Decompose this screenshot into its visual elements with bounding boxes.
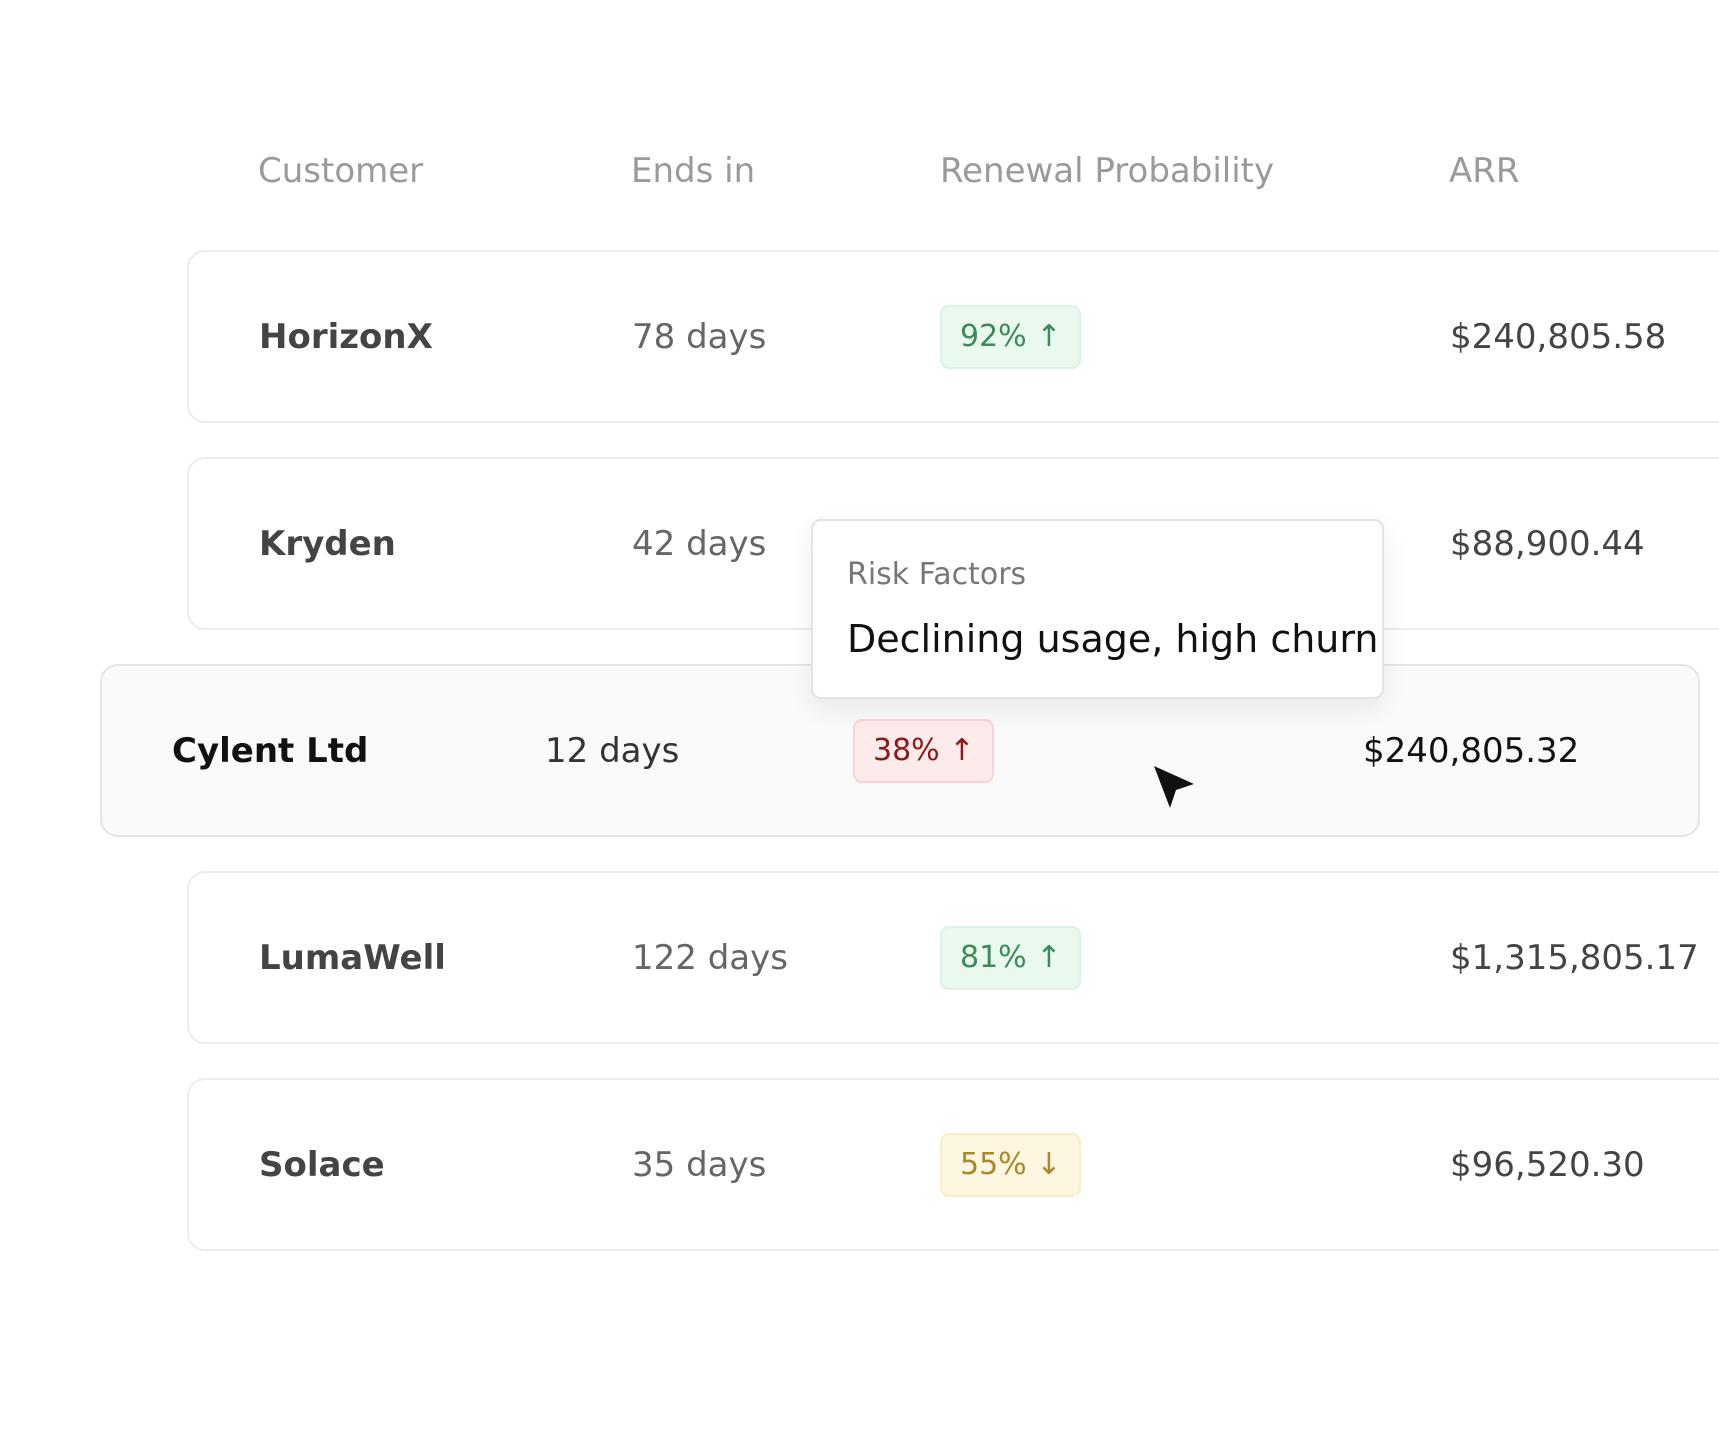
cell: 122 days <box>632 873 788 1042</box>
arr: $240,805.32 <box>1363 730 1580 771</box>
table-row[interactable]: Solace 35 days 55% ↓ $96,520.30 <box>187 1078 1719 1251</box>
arr: $240,805.58 <box>1450 316 1667 357</box>
cell: Kryden <box>259 459 396 628</box>
cell: HorizonX <box>259 252 433 421</box>
probability-badge: 81% ↑ <box>940 925 1082 990</box>
ends-in: 35 days <box>632 1144 767 1185</box>
column-header: ARR <box>1449 151 1520 191</box>
cell: $240,805.32 <box>1363 666 1579 835</box>
cell: $96,520.30 <box>1450 1080 1645 1249</box>
cell: Solace <box>259 1080 385 1249</box>
column-header: Customer <box>258 151 424 191</box>
cursor <box>1154 766 1194 808</box>
arr: $1,315,805.17 <box>1450 937 1699 978</box>
table-row[interactable]: LumaWell 122 days 81% ↑ $1,315,805.17 <box>187 871 1719 1044</box>
cell: 35 days <box>632 1080 766 1249</box>
cell: $88,900.44 <box>1450 459 1645 628</box>
probability-badge: 55% ↓ <box>940 1132 1082 1197</box>
tooltip-title: Risk Factors <box>847 557 1027 592</box>
tooltip-text: Declining usage, high churn <box>847 617 1379 661</box>
ends-in: 122 days <box>632 937 788 978</box>
probability-badge: 38% ↑ <box>853 718 995 783</box>
cell: 81% ↑ <box>940 873 1082 1042</box>
ends-in: 42 days <box>632 523 767 564</box>
customer-name: HorizonX <box>259 316 433 357</box>
cell: 78 days <box>632 252 766 421</box>
cell: 12 days <box>545 666 679 835</box>
column-header: Renewal Probability <box>940 151 1275 191</box>
customer-name: Solace <box>259 1144 385 1185</box>
cell: $240,805.58 <box>1450 252 1666 421</box>
ends-in: 12 days <box>545 730 680 771</box>
cell: $1,315,805.17 <box>1450 873 1699 1042</box>
ends-in: 78 days <box>632 316 767 357</box>
cell: 92% ↑ <box>940 252 1082 421</box>
arr: $88,900.44 <box>1450 523 1645 564</box>
cell: 42 days <box>632 459 766 628</box>
cell: 55% ↓ <box>940 1080 1082 1249</box>
customer-name: Kryden <box>259 523 396 564</box>
cell: LumaWell <box>259 873 446 1042</box>
column-header: Ends in <box>631 151 756 191</box>
arr: $96,520.30 <box>1450 1144 1645 1185</box>
table-row[interactable]: HorizonX 78 days 92% ↑ $240,805.58 <box>187 250 1719 423</box>
cell: Cylent Ltd <box>172 666 368 835</box>
cell: 38% ↑ <box>853 666 995 835</box>
tooltip: Risk Factors Declining usage, high churn <box>811 519 1384 699</box>
customer-name: LumaWell <box>259 937 446 978</box>
probability-badge: 92% ↑ <box>940 304 1082 369</box>
customer-name: Cylent Ltd <box>172 730 369 771</box>
